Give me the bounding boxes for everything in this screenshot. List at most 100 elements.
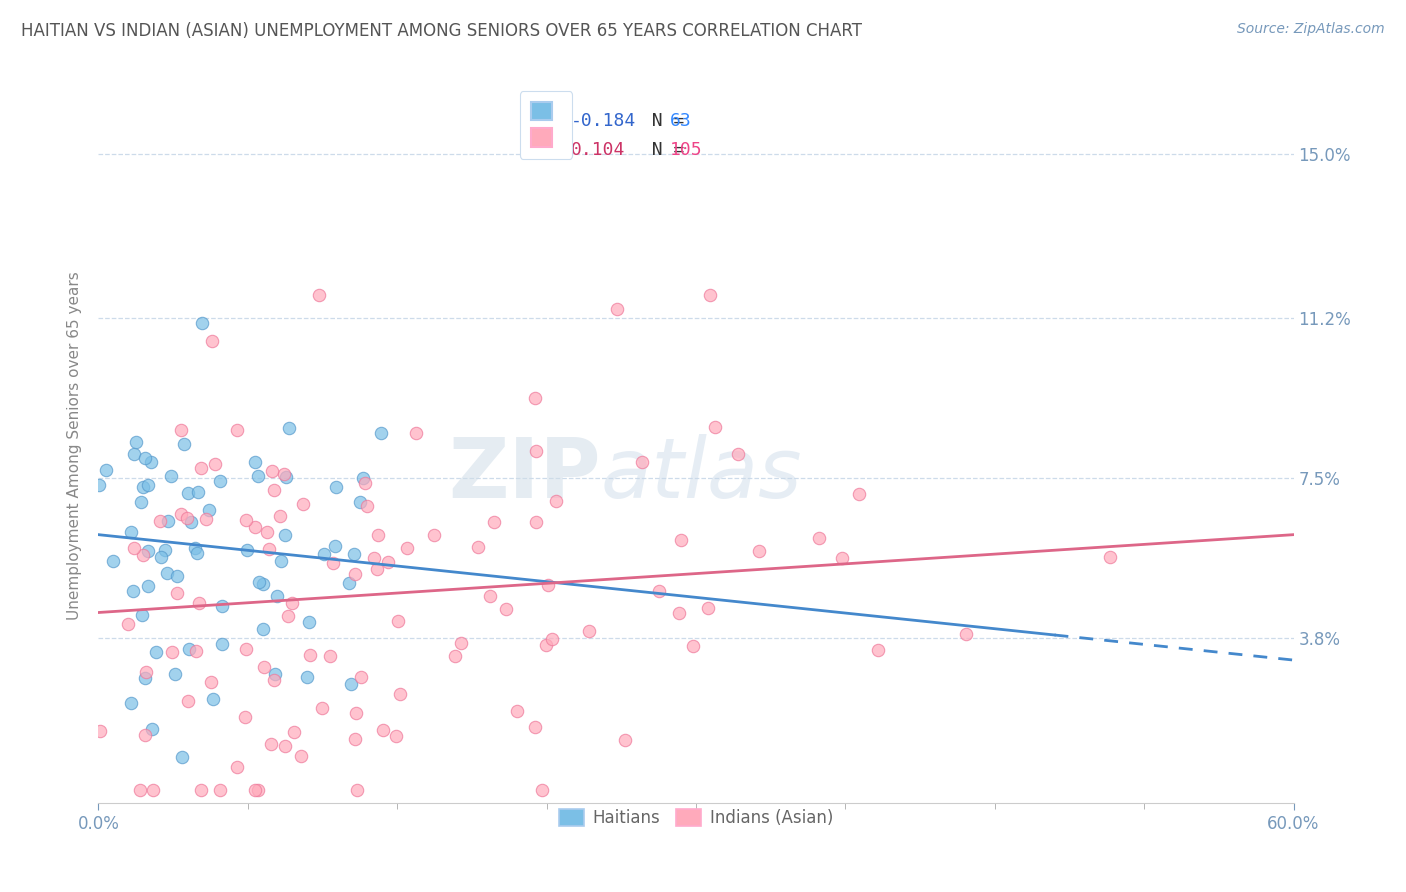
- Point: [190, 316, 212, 330]
- Point: [506, 704, 529, 718]
- Point: [173, 437, 195, 451]
- Point: [277, 609, 299, 624]
- Point: [225, 759, 247, 773]
- Point: [156, 566, 179, 580]
- Point: [122, 583, 145, 598]
- Point: [136, 579, 159, 593]
- Point: [166, 586, 188, 600]
- Point: [278, 421, 301, 435]
- Point: [211, 599, 233, 613]
- Point: [211, 637, 233, 651]
- Point: [120, 524, 142, 539]
- Text: 0.104: 0.104: [571, 141, 624, 159]
- Text: R =: R =: [534, 112, 578, 130]
- Point: [283, 724, 305, 739]
- Point: [297, 670, 319, 684]
- Point: [266, 589, 288, 603]
- Point: [322, 556, 344, 570]
- Point: [423, 528, 446, 542]
- Point: [482, 515, 505, 529]
- Text: ZIP: ZIP: [449, 434, 600, 515]
- Point: [235, 513, 257, 527]
- Legend: Haitians, Indians (Asian): Haitians, Indians (Asian): [553, 802, 839, 834]
- Point: [523, 720, 546, 734]
- Point: [544, 494, 567, 508]
- Point: [252, 622, 274, 636]
- Point: [183, 541, 205, 555]
- Point: [350, 670, 373, 684]
- Point: [176, 511, 198, 525]
- Point: [190, 461, 212, 475]
- Text: Source: ZipAtlas.com: Source: ZipAtlas.com: [1237, 22, 1385, 37]
- Point: [117, 616, 139, 631]
- Point: [868, 643, 890, 657]
- Point: [388, 687, 411, 701]
- Point: [269, 508, 291, 523]
- Point: [343, 731, 366, 746]
- Point: [200, 674, 222, 689]
- Point: [807, 532, 830, 546]
- Point: [132, 548, 155, 562]
- Point: [165, 666, 187, 681]
- Point: [257, 542, 280, 557]
- Text: 105: 105: [669, 141, 703, 159]
- Point: [270, 554, 292, 568]
- Point: [172, 749, 194, 764]
- Point: [190, 782, 212, 797]
- Point: [337, 575, 360, 590]
- Point: [578, 624, 600, 638]
- Point: [344, 706, 367, 720]
- Point: [524, 443, 547, 458]
- Point: [696, 601, 718, 615]
- Point: [274, 739, 297, 753]
- Point: [352, 470, 374, 484]
- Point: [170, 423, 193, 437]
- Point: [831, 551, 853, 566]
- Point: [373, 723, 395, 738]
- Point: [186, 546, 208, 560]
- Point: [298, 648, 321, 662]
- Point: [139, 455, 162, 469]
- Point: [668, 607, 690, 621]
- Point: [201, 692, 224, 706]
- Point: [748, 544, 770, 558]
- Point: [264, 667, 287, 681]
- Point: [319, 648, 342, 663]
- Point: [395, 541, 418, 555]
- Point: [131, 607, 153, 622]
- Point: [479, 590, 502, 604]
- Point: [155, 542, 177, 557]
- Point: [291, 498, 314, 512]
- Point: [236, 543, 259, 558]
- Point: [385, 729, 408, 743]
- Point: [366, 562, 388, 576]
- Point: [184, 643, 207, 657]
- Point: [540, 632, 562, 647]
- Text: atlas: atlas: [600, 434, 801, 515]
- Point: [132, 480, 155, 494]
- Point: [339, 677, 361, 691]
- Point: [253, 660, 276, 674]
- Point: [346, 782, 368, 797]
- Point: [187, 484, 209, 499]
- Point: [180, 515, 202, 529]
- Point: [201, 334, 224, 349]
- Point: [136, 543, 159, 558]
- Point: [204, 457, 226, 471]
- Point: [148, 514, 170, 528]
- Point: [343, 567, 366, 582]
- Point: [263, 483, 285, 497]
- Point: [177, 694, 200, 708]
- Point: [370, 426, 392, 441]
- Text: 63: 63: [669, 112, 692, 130]
- Point: [245, 782, 267, 797]
- Point: [177, 485, 200, 500]
- Point: [96, 463, 118, 477]
- Point: [209, 782, 232, 797]
- Point: [467, 540, 489, 554]
- Point: [259, 737, 281, 751]
- Y-axis label: Unemployment Among Seniors over 65 years: Unemployment Among Seniors over 65 years: [66, 272, 82, 620]
- Point: [699, 288, 721, 302]
- Point: [536, 638, 558, 652]
- Point: [136, 477, 159, 491]
